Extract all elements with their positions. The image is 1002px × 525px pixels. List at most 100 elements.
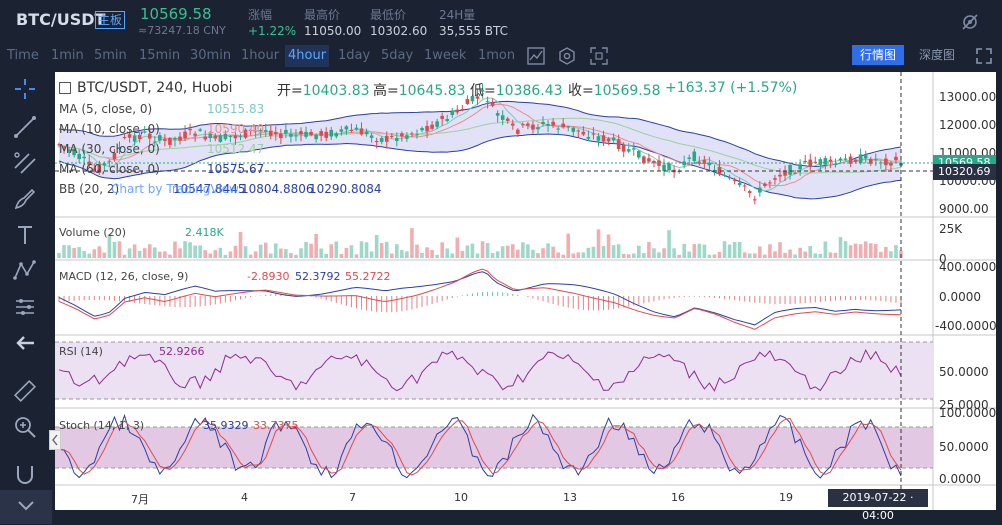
volume-bar [455,237,460,258]
fullscreen-icon[interactable] [590,47,608,65]
chart-canvas[interactable] [55,72,996,510]
text-tool-icon[interactable] [12,222,38,248]
volume-bar [198,245,202,258]
tf-time[interactable]: Time [7,48,39,63]
candle-body [253,130,258,132]
candle-body [768,182,772,184]
timeframe-bar: Time 1min 5min 15min 30min 1hour 4hour 1… [0,42,1002,70]
volume-bar [359,241,364,258]
legend-bb-label[interactable]: BB (20, 2) [59,182,120,196]
candle-body [611,137,616,141]
volume-bar [405,251,409,258]
candle-body [243,129,248,138]
candle-body [359,128,364,135]
eye-off-icon[interactable] [960,12,980,32]
legend-ma30-label[interactable]: MA (30, close, 0) [59,142,160,156]
volume-bar [692,244,697,258]
candle-body [773,178,777,180]
volume-label[interactable]: Volume (20) [59,226,126,239]
scroll-left-button[interactable] [49,430,61,450]
forecast-tool-icon[interactable] [12,294,38,320]
volume-bar [778,242,782,258]
ruler-icon[interactable] [12,378,38,404]
settings-icon[interactable] [558,47,576,65]
candle-body [838,158,843,161]
brush-icon[interactable] [12,186,38,212]
tf-5min[interactable]: 5min [94,48,127,63]
legend-ma60-label[interactable]: MA (60, close, 0) [59,162,160,176]
volume-bar [163,251,167,258]
candle-body [732,180,737,182]
stoch-label[interactable]: Stoch (14, 1, 3) [59,419,145,432]
crosshair-icon[interactable] [12,76,38,102]
tf-15min[interactable]: 15min [139,48,181,63]
board-badge[interactable]: 主板 [95,11,126,29]
candle-body [737,182,742,186]
candle-body [127,134,132,138]
candle-body [112,152,117,160]
legend-ma5-label[interactable]: MA (5, close, 0) [59,102,153,116]
volume-bar [717,251,722,258]
chart-type-icon[interactable] [527,47,545,65]
candle-body [203,136,208,140]
fib-tool-icon[interactable] [12,150,38,176]
candle-body [102,163,107,166]
volume-bar [223,254,228,258]
trend-line-icon[interactable] [12,114,38,140]
volume-bar [117,241,122,258]
legend-bb-value-2: 10804.8806 [241,182,314,196]
collapse-legend-icon[interactable] [59,82,71,94]
macd-label[interactable]: MACD (12, 26, close, 9) [59,270,189,283]
volume-bar [102,252,107,258]
tf-1mon[interactable]: 1mon [478,48,516,63]
macd-signal-line [58,268,902,330]
zoom-in-icon[interactable] [12,414,38,440]
volume-bar [505,245,510,258]
expand-icon[interactable] [974,46,994,66]
candle-body [193,133,197,136]
volume-bar [808,246,813,258]
price-tick: 13000.00 [939,90,997,104]
chevron-left-icon[interactable] [50,431,60,449]
rsi-label[interactable]: RSI (14) [59,345,103,358]
candle-body [863,155,868,159]
tf-5day[interactable]: 5day [381,48,414,63]
tab-market-chart[interactable]: 行情图 [852,45,904,65]
magnet-icon[interactable] [12,462,38,488]
candle-body [82,156,87,159]
tf-1min[interactable]: 1min [51,48,84,63]
volume-bar [637,245,641,258]
volume-bar [294,254,298,258]
legend-ma10-label[interactable]: MA (10, close, 0) [59,122,160,136]
tf-1hour[interactable]: 1hour [241,48,280,63]
chart-area[interactable]: BTC/USDT, 240, Huobi 开=10403.83 高=10645.… [49,72,997,522]
legend-ma30-value: 10512.47 [207,142,265,156]
volume-bar [788,249,792,258]
volume-axis-tick: 25K [939,222,963,236]
tf-30min[interactable]: 30min [190,48,232,63]
volume-bar [460,250,465,258]
stoch-axis-tick: 0.0000 [939,472,981,486]
price-tick: 12000.00 [939,118,997,132]
pattern-tool-icon[interactable] [12,258,38,284]
candle-body [541,121,545,125]
tf-1week[interactable]: 1week [424,48,467,63]
rsi-axis-tick: 25.0000 [939,398,989,412]
tf-1day[interactable]: 1day [338,48,371,63]
legend-open-value: 10403.83 [302,83,370,99]
tab-depth-chart[interactable]: 深度图 [918,48,955,62]
time-tick: 7 [349,491,356,504]
back-arrow-icon[interactable] [12,330,38,356]
candle-body [188,128,192,131]
chevron-down-icon[interactable] [14,496,38,516]
sidebar-collapse[interactable] [0,490,52,524]
candle-body [450,111,455,115]
volume-bar [873,244,878,258]
tf-4hour[interactable]: 4hour [285,45,330,67]
stoch-d-line [58,417,902,476]
legend-low: 低=10386.43 [470,83,563,99]
candle-body [652,161,656,164]
candle-body [334,133,339,137]
candle-body [465,99,470,104]
volume-bar [490,252,495,258]
